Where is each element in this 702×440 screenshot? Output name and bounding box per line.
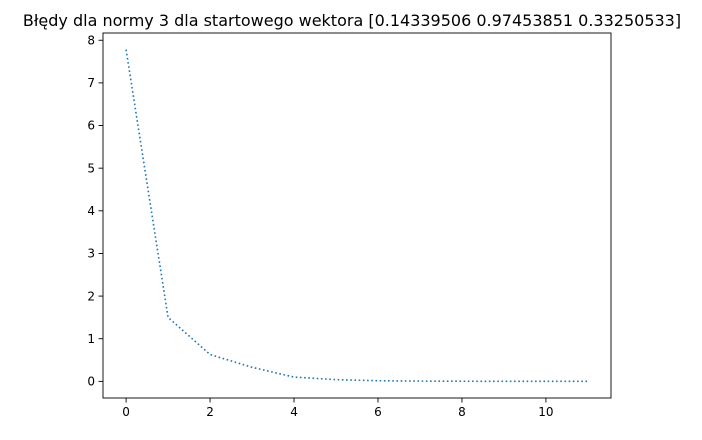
x-tick-label-6: 6 <box>374 405 382 419</box>
x-tick-label-10: 10 <box>538 405 553 419</box>
y-tick-label-1: 1 <box>87 332 95 346</box>
chart-title: Błędy dla normy 3 dla startowego wektora… <box>23 11 681 30</box>
x-tick-label-4: 4 <box>290 405 298 419</box>
plot-area: 0 2 4 6 8 10 0 1 2 3 4 5 6 7 8 <box>87 32 612 419</box>
x-tick-label-8: 8 <box>458 405 466 419</box>
y-tick-label-8: 8 <box>87 33 95 47</box>
y-tick-label-5: 5 <box>87 161 95 175</box>
y-tick-label-3: 3 <box>87 247 95 261</box>
series-line-0 <box>125 49 588 383</box>
x-tick-label-2: 2 <box>206 405 214 419</box>
x-tick-label-0: 0 <box>122 405 130 419</box>
y-tick-label-0: 0 <box>87 375 95 389</box>
y-tick-label-7: 7 <box>87 76 95 90</box>
axes-frame <box>102 32 612 399</box>
y-tick-label-6: 6 <box>87 119 95 133</box>
y-tick-label-2: 2 <box>87 289 95 303</box>
y-tick-label-4: 4 <box>87 204 95 218</box>
